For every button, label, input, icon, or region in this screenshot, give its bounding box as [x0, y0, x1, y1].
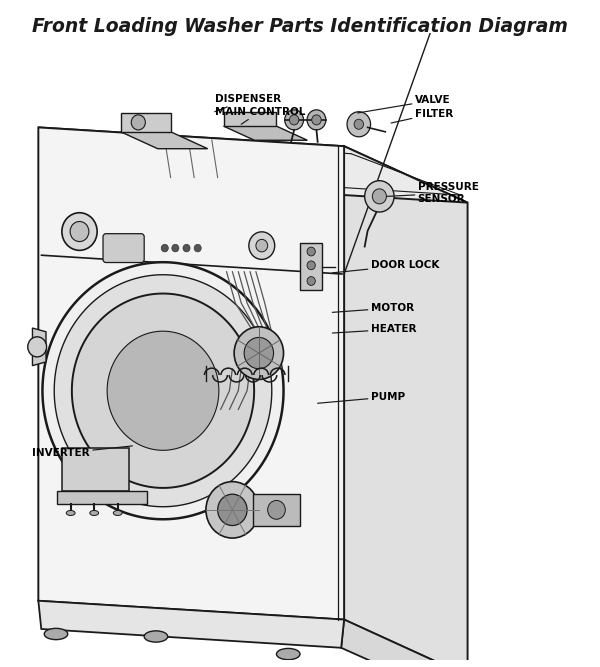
Polygon shape: [43, 262, 284, 519]
Text: PUMP: PUMP: [317, 392, 404, 404]
Polygon shape: [72, 293, 254, 488]
Circle shape: [183, 244, 190, 252]
Polygon shape: [62, 448, 130, 491]
Polygon shape: [344, 146, 467, 667]
Circle shape: [307, 277, 315, 285]
Ellipse shape: [113, 510, 122, 516]
Polygon shape: [38, 601, 344, 648]
Circle shape: [307, 247, 315, 256]
Circle shape: [28, 337, 47, 357]
Text: Front Loading Washer Parts Identification Diagram: Front Loading Washer Parts Identificatio…: [32, 17, 568, 35]
Circle shape: [365, 181, 394, 212]
Circle shape: [131, 115, 145, 130]
Polygon shape: [121, 132, 208, 149]
Circle shape: [285, 110, 304, 130]
Circle shape: [268, 500, 286, 519]
Text: MAIN CONTROL: MAIN CONTROL: [215, 107, 305, 124]
Text: FILTER: FILTER: [391, 109, 453, 123]
Circle shape: [172, 244, 179, 252]
Circle shape: [62, 213, 97, 250]
Text: INVERTER: INVERTER: [32, 446, 133, 458]
Polygon shape: [224, 126, 307, 140]
Circle shape: [244, 338, 274, 369]
Circle shape: [307, 261, 315, 269]
Circle shape: [256, 239, 268, 252]
Polygon shape: [253, 494, 300, 526]
Polygon shape: [54, 275, 272, 507]
Ellipse shape: [66, 510, 75, 516]
Circle shape: [194, 244, 201, 252]
Ellipse shape: [277, 648, 300, 660]
Circle shape: [312, 115, 321, 125]
Circle shape: [234, 327, 284, 380]
Polygon shape: [57, 491, 147, 504]
Polygon shape: [224, 112, 277, 126]
Polygon shape: [32, 328, 46, 366]
Circle shape: [218, 494, 247, 526]
Polygon shape: [38, 127, 467, 203]
Circle shape: [373, 189, 386, 204]
Circle shape: [249, 232, 275, 259]
Polygon shape: [107, 331, 219, 450]
Ellipse shape: [90, 510, 98, 516]
Circle shape: [206, 482, 259, 538]
Circle shape: [354, 119, 364, 129]
Ellipse shape: [44, 628, 68, 640]
Circle shape: [70, 221, 89, 241]
Polygon shape: [300, 243, 322, 290]
Circle shape: [347, 112, 371, 137]
Text: DISPENSER: DISPENSER: [215, 94, 281, 111]
Circle shape: [289, 115, 299, 125]
Text: HEATER: HEATER: [332, 324, 416, 334]
FancyBboxPatch shape: [103, 233, 144, 263]
Text: DOOR LOCK: DOOR LOCK: [332, 260, 439, 273]
Polygon shape: [341, 620, 467, 667]
Circle shape: [161, 244, 168, 252]
Polygon shape: [121, 113, 170, 132]
Circle shape: [307, 110, 326, 130]
Ellipse shape: [144, 631, 168, 642]
Polygon shape: [38, 127, 344, 620]
Text: MOTOR: MOTOR: [332, 303, 413, 313]
Text: PRESSURE
SENSOR: PRESSURE SENSOR: [387, 183, 478, 204]
Text: VALVE: VALVE: [358, 95, 450, 113]
